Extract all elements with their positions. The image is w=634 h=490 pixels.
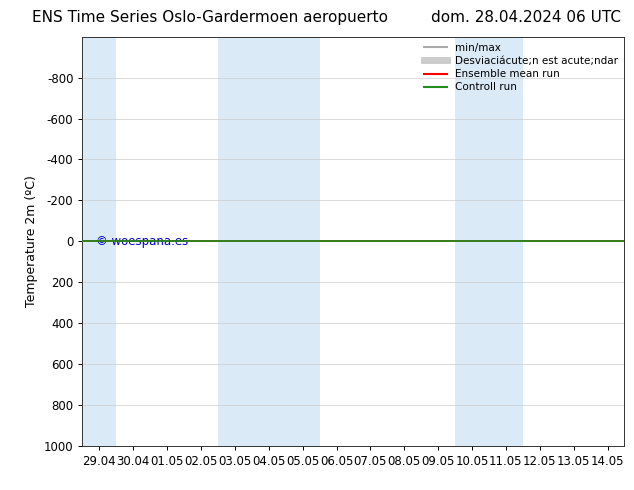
Bar [455, 37, 523, 446]
Text: ENS Time Series Oslo-Gardermoen aeropuerto: ENS Time Series Oslo-Gardermoen aeropuer… [32, 10, 388, 24]
Legend: min/max, Desviaciácute;n est acute;ndar, Ensemble mean run, Controll run: min/max, Desviaciácute;n est acute;ndar,… [420, 39, 623, 97]
Bar [218, 37, 320, 446]
Text: dom. 28.04.2024 06 UTC: dom. 28.04.2024 06 UTC [431, 10, 621, 24]
Y-axis label: Temperature 2m (ºC): Temperature 2m (ºC) [25, 175, 38, 307]
Bar [82, 37, 116, 446]
Text: © woespana.es: © woespana.es [96, 235, 188, 248]
